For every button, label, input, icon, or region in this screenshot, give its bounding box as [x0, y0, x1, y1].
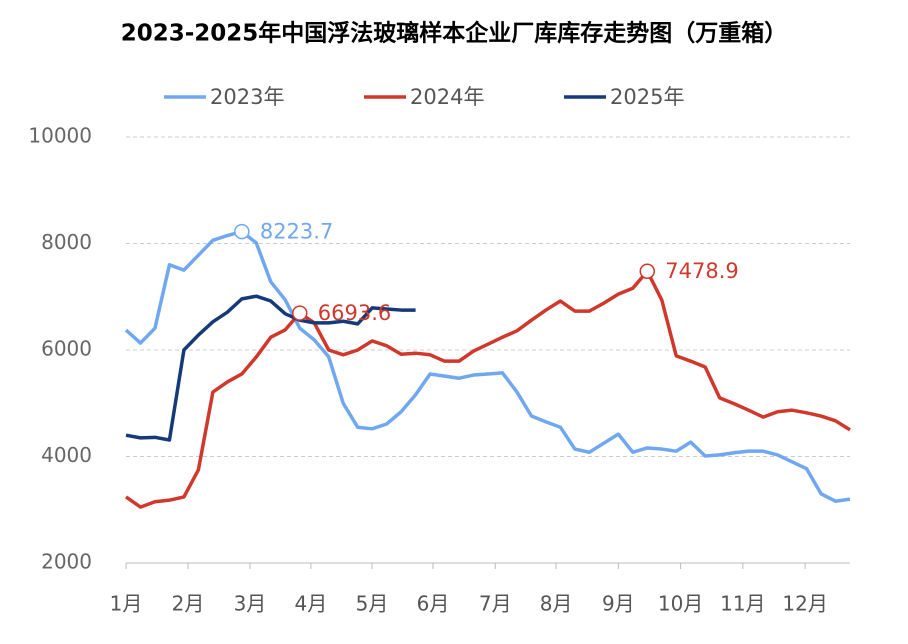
annotation-label: 7478.9	[665, 259, 738, 283]
legend-label: 2023年	[210, 85, 284, 109]
x-tick-label: 12月	[782, 592, 827, 616]
x-tick-label: 4月	[295, 592, 328, 616]
x-tick-label: 2月	[172, 592, 205, 616]
chart-title: 2023-2025年中国浮法玻璃样本企业厂库库存走势图（万重箱）	[121, 20, 788, 47]
series-line	[125, 294, 416, 442]
x-tick-label: 10月	[658, 592, 703, 616]
x-tick-label: 1月	[110, 592, 143, 616]
x-tick-label: 9月	[602, 592, 635, 616]
y-tick-label: 8000	[41, 230, 92, 254]
y-tick-label: 6000	[41, 337, 92, 361]
annotation-marker	[292, 305, 308, 321]
x-tick-label: 5月	[356, 592, 389, 616]
legend-label: 2024年	[410, 85, 484, 109]
y-tick-label: 4000	[41, 443, 92, 467]
annotation-marker	[639, 263, 656, 279]
y-tick-label: 10000	[28, 124, 92, 148]
series-line	[124, 229, 851, 503]
x-tick-label: 11月	[720, 592, 765, 616]
x-tick-label: 6月	[417, 592, 450, 616]
annotation-label: 6693.6	[318, 301, 391, 325]
annotation-marker	[234, 223, 250, 240]
annotation-label: 8223.7	[260, 220, 333, 244]
y-tick-label: 2000	[41, 550, 92, 574]
series-line	[124, 269, 851, 509]
x-tick-label: 3月	[234, 592, 267, 616]
x-tick-label: 8月	[540, 592, 573, 616]
legend-label: 2025年	[610, 85, 684, 109]
x-tick-label: 7月	[479, 592, 512, 616]
